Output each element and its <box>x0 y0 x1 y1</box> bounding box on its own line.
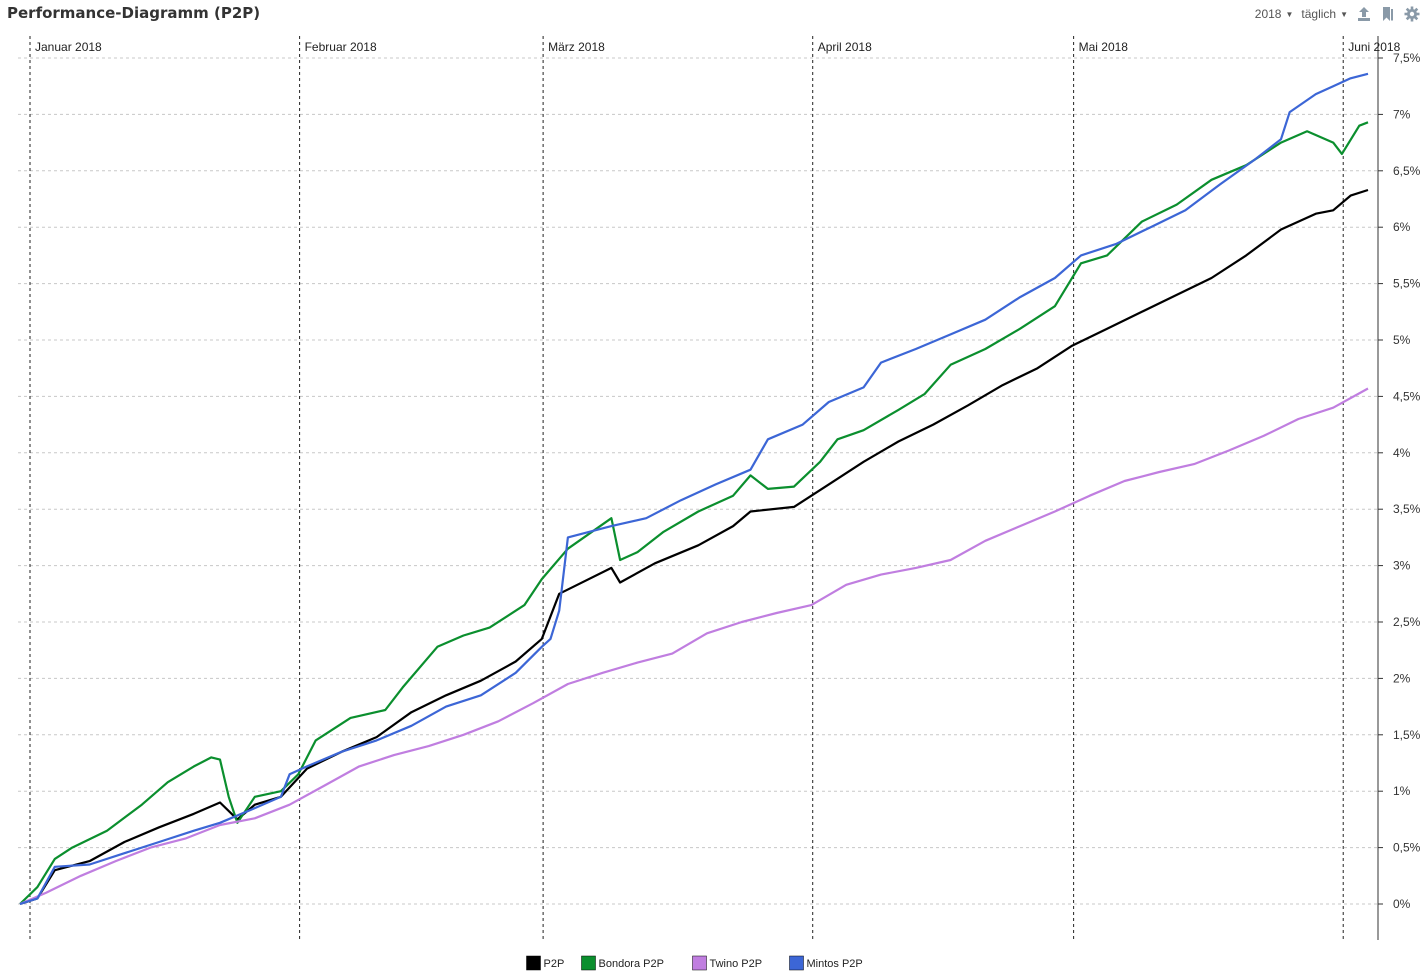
legend-swatch <box>581 955 596 971</box>
y-tick-label: 4% <box>1393 446 1411 460</box>
month-marker-label: Mai 2018 <box>1079 40 1129 54</box>
y-tick-label: 2% <box>1393 671 1411 685</box>
series-line-p2p <box>19 188 1369 906</box>
series-line-mintos-p2p <box>19 72 1369 906</box>
legend-label: Bondora P2P <box>599 958 664 970</box>
share-icon[interactable] <box>1356 6 1372 22</box>
y-tick-label: 2,5% <box>1393 615 1421 629</box>
y-tick-label: 0,5% <box>1393 841 1421 855</box>
year-dropdown[interactable]: 2018 ▼ <box>1255 7 1294 21</box>
bookmark-icon[interactable] <box>1380 6 1396 22</box>
legend-swatch <box>789 955 804 971</box>
y-grid <box>18 57 1378 905</box>
performance-chart: 0% 0,5% 1% 1,5% 2% 2,5% 3% 3,5% 4% 4,5% 5% 5,5% 6% 6,… <box>18 36 1421 971</box>
legend-label: P2P <box>544 958 565 970</box>
chart-controls: 2018 ▼ täglich ▼ <box>1255 6 1420 22</box>
y-tick-label: 3% <box>1393 559 1411 573</box>
chart-header: Performance-Diagramm (P2P) 2018 ▼ täglic… <box>0 0 1428 30</box>
y-tick-label: 5% <box>1393 333 1411 347</box>
y-tick-label: 7% <box>1393 107 1411 121</box>
y-tick-label: 6% <box>1393 220 1411 234</box>
y-tick-label: 1,5% <box>1393 728 1421 742</box>
month-marker-label: Februar 2018 <box>305 40 377 54</box>
series-line-twino-p2p <box>19 387 1369 906</box>
y-tick-label: 0% <box>1393 897 1411 911</box>
interval-dropdown-label: täglich <box>1301 7 1337 21</box>
month-marker-label: März 2018 <box>548 40 605 54</box>
month-marker-label: Januar 2018 <box>35 40 102 54</box>
legend-label: Twino P2P <box>710 958 763 970</box>
y-tick-label: 7,5% <box>1393 51 1421 65</box>
legend: P2P Bondora P2P Twino P2P Mintos P2P <box>526 955 863 971</box>
y-tick-label: 6,5% <box>1393 164 1421 178</box>
y-tick-label: 1% <box>1393 784 1411 798</box>
y-tick-label: 3,5% <box>1393 502 1421 516</box>
month-marker-label: Juni 2018 <box>1348 40 1400 54</box>
interval-dropdown[interactable]: täglich ▼ <box>1301 7 1348 21</box>
series-line-bondora-p2p <box>19 121 1369 905</box>
month-marker-label: April 2018 <box>818 40 872 54</box>
gear-icon[interactable] <box>1404 6 1420 22</box>
legend-label: Mintos P2P <box>807 958 863 970</box>
page-title: Performance-Diagramm (P2P) <box>7 4 261 22</box>
chevron-down-icon: ▼ <box>1340 9 1348 19</box>
legend-swatch <box>692 955 707 971</box>
y-tick-label: 5,5% <box>1393 277 1421 291</box>
y-tick-label: 4,5% <box>1393 389 1421 403</box>
year-dropdown-label: 2018 <box>1254 7 1282 21</box>
legend-swatch <box>526 955 541 971</box>
chevron-down-icon: ▼ <box>1285 9 1294 19</box>
